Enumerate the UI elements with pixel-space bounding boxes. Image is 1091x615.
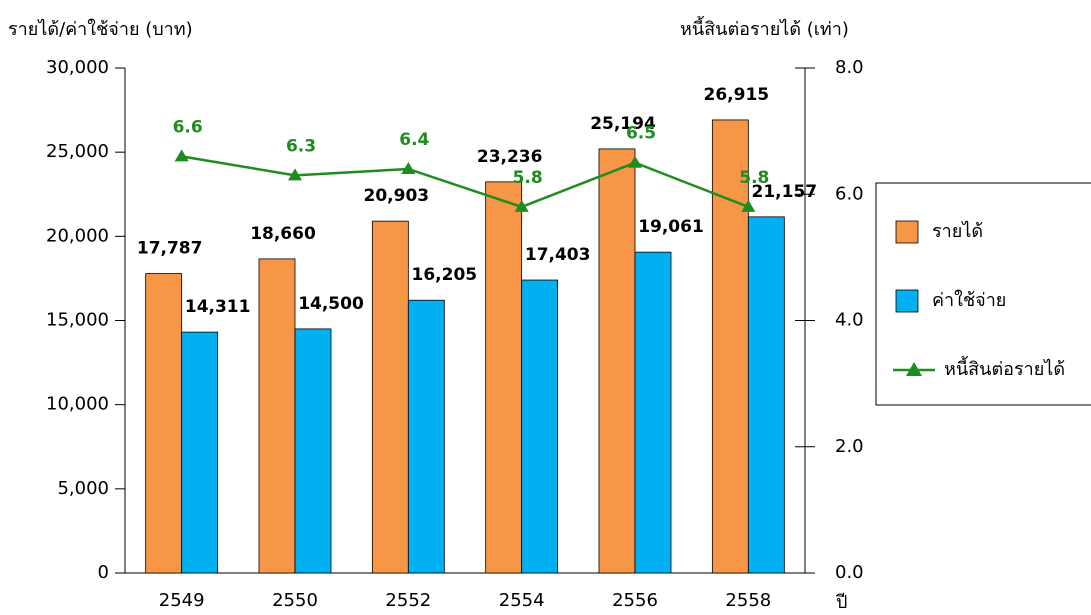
data-label: 14,311 <box>185 297 251 317</box>
x-axis-title: ปี <box>836 592 848 613</box>
y2-tick-label: 4.0 <box>835 310 864 331</box>
data-label: 25,194 <box>590 114 656 134</box>
y-tick-label: 0 <box>98 562 109 583</box>
x-tick-label: 2550 <box>272 590 318 611</box>
y2-axis-title: หนี้สินต่อรายได้ (เท่า) <box>680 16 849 40</box>
bar <box>747 216 785 574</box>
data-label: 21,157 <box>752 182 818 202</box>
legend-swatch <box>895 289 919 313</box>
legend-label: หนี้สินต่อรายได้ <box>944 356 1065 380</box>
x-tick-label: 2549 <box>159 590 205 611</box>
bar <box>371 220 409 574</box>
bar <box>521 279 559 574</box>
x-tick-label: 2554 <box>499 590 545 611</box>
line-marker <box>514 199 529 212</box>
y-tick-label: 20,000 <box>46 225 109 246</box>
y-tick-label: 25,000 <box>46 141 109 162</box>
data-label: 23,236 <box>477 147 543 167</box>
line-marker <box>401 162 416 174</box>
data-label: 14,500 <box>298 294 364 314</box>
legend-swatch <box>895 220 919 244</box>
x-tick-label: 2556 <box>612 590 658 611</box>
bar <box>634 251 672 574</box>
bar <box>145 273 183 574</box>
y-tick-label: 10,000 <box>46 394 109 415</box>
bar <box>258 258 296 574</box>
data-label: 20,903 <box>364 186 430 206</box>
x-tick-label: 2552 <box>385 590 431 611</box>
bar <box>294 328 332 574</box>
line-marker <box>174 149 189 162</box>
data-label: 6.3 <box>286 136 316 156</box>
line-marker <box>741 199 756 212</box>
y2-tick-label: 0.0 <box>835 562 864 583</box>
bar <box>181 331 219 574</box>
y2-tick-label: 8.0 <box>835 57 864 78</box>
line-marker <box>288 168 302 181</box>
line-marker <box>628 155 642 168</box>
data-label: 18,660 <box>250 224 316 244</box>
data-label: 6.4 <box>399 130 429 150</box>
bar <box>711 119 749 574</box>
y2-tick-label: 2.0 <box>835 436 864 457</box>
legend-marker <box>906 362 922 376</box>
y-tick-label: 15,000 <box>46 310 109 331</box>
data-label: 6.5 <box>626 124 656 144</box>
data-label: 17,787 <box>137 239 203 259</box>
bar <box>598 148 636 574</box>
data-label: 5.8 <box>739 168 769 188</box>
bar <box>407 299 445 574</box>
y-axis-title: รายได้/ค่าใช้จ่าย (บาท) <box>8 18 193 40</box>
y-tick-label: 5,000 <box>57 478 109 499</box>
y2-tick-label: 6.0 <box>835 183 864 204</box>
data-label: 26,915 <box>704 85 770 105</box>
x-tick-label: 2558 <box>725 590 771 611</box>
legend-label: ค่าใช้จ่าย <box>932 289 1006 311</box>
legend-label: รายได้ <box>932 220 983 242</box>
line <box>181 155 749 209</box>
data-label: 5.8 <box>513 168 543 188</box>
data-label: 16,205 <box>412 265 478 285</box>
data-label: 19,061 <box>638 217 704 237</box>
bar <box>485 181 523 574</box>
y-tick-label: 30,000 <box>46 57 109 78</box>
data-label: 17,403 <box>525 245 591 265</box>
data-label: 6.6 <box>173 117 203 137</box>
